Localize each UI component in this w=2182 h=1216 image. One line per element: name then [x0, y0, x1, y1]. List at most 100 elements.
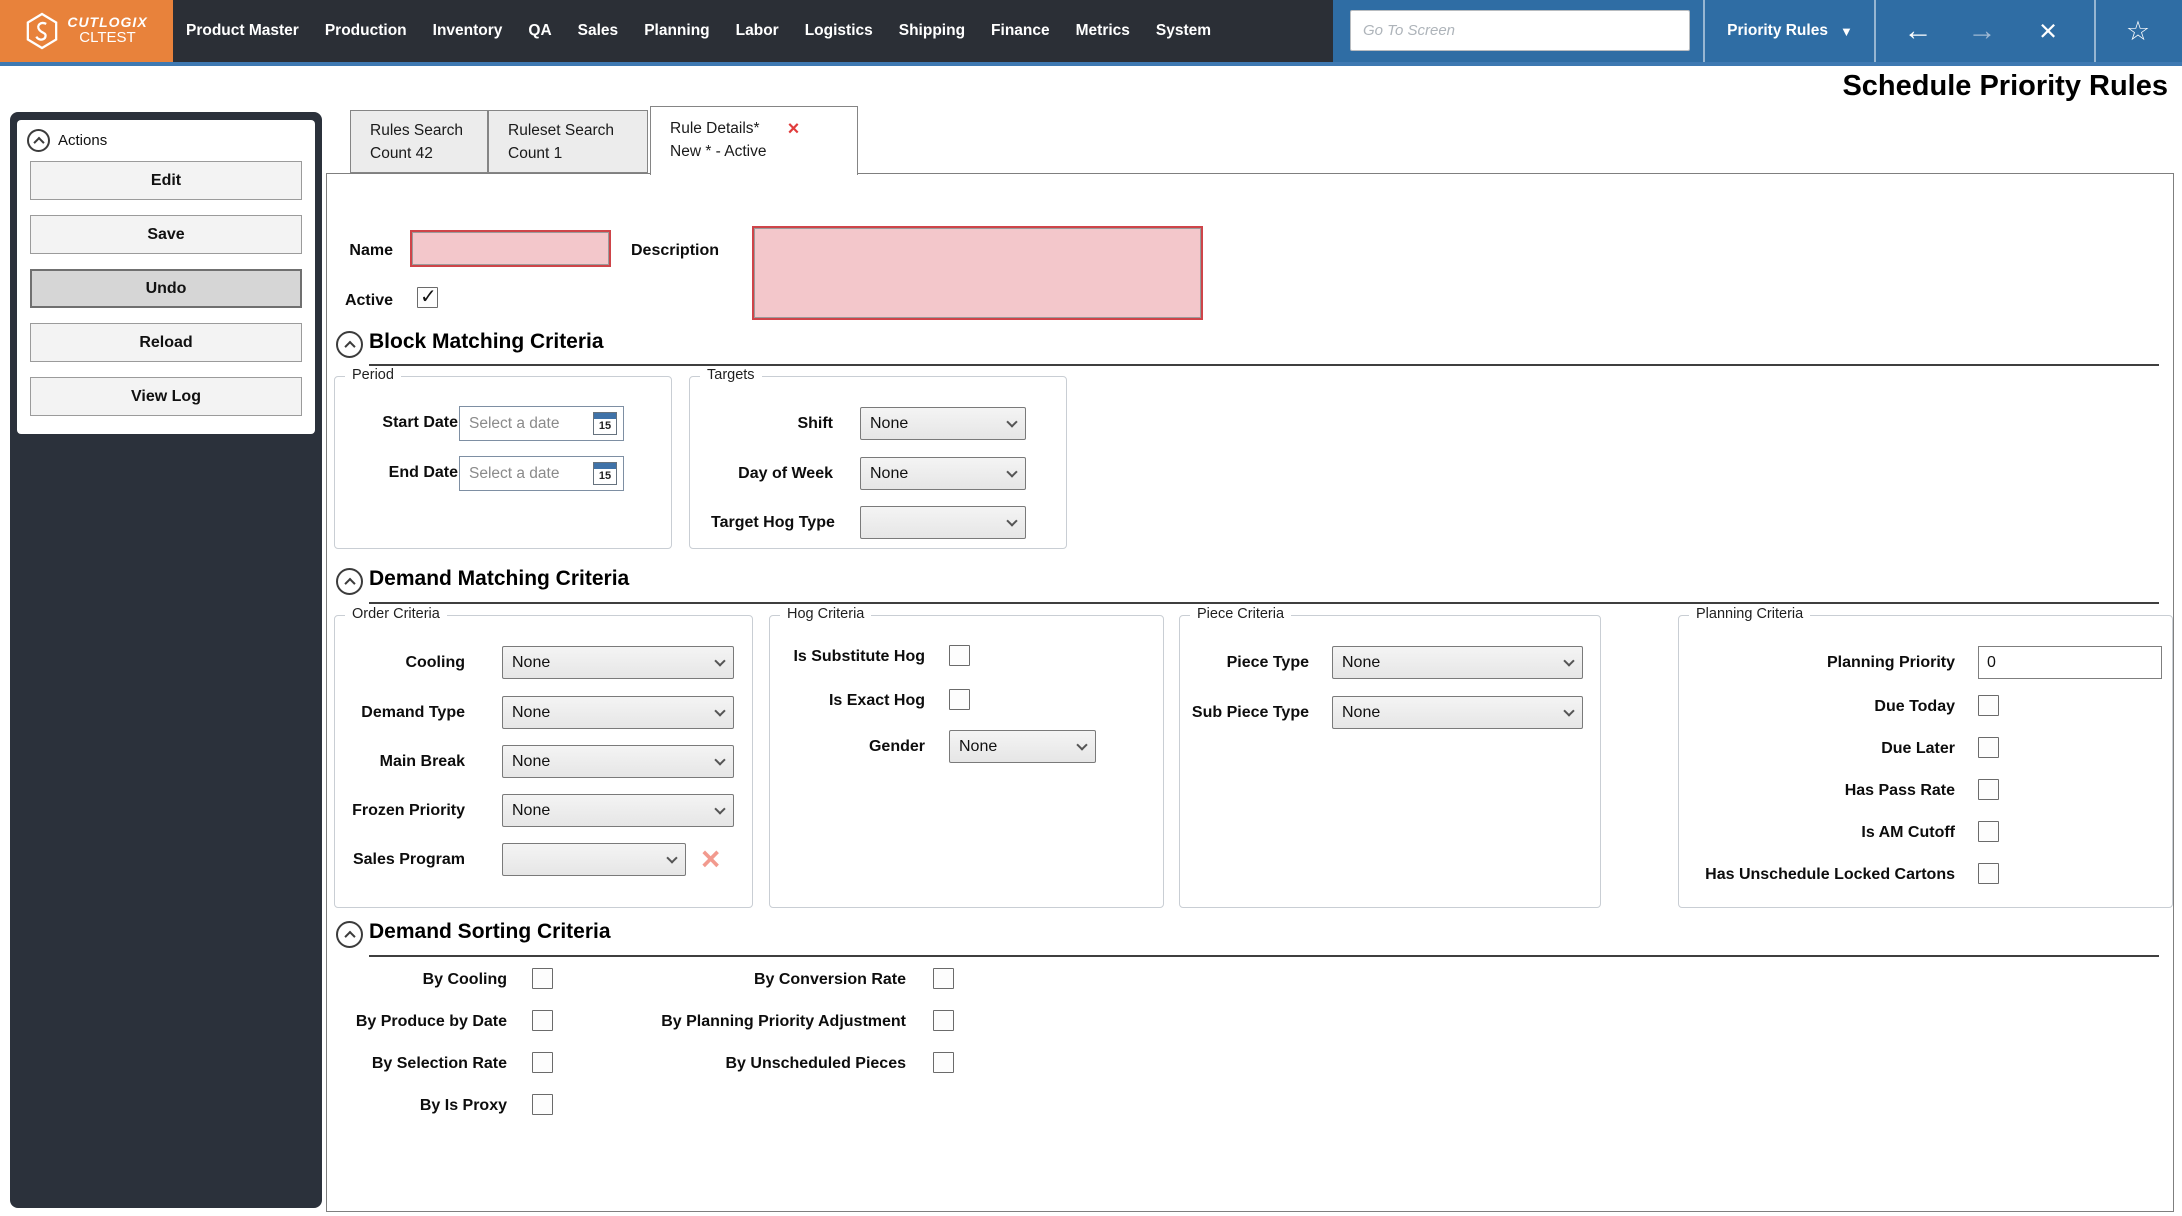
menu-item-planning[interactable]: Planning: [644, 22, 710, 39]
piece-type-dropdown[interactable]: None: [1332, 646, 1583, 679]
by-is-proxy-checkbox[interactable]: [532, 1094, 553, 1115]
calendar-icon[interactable]: 15: [593, 462, 617, 485]
end-date-label: End Date: [388, 464, 458, 481]
back-icon[interactable]: ←: [1903, 14, 1933, 47]
brand-text: CUTLOGIX CLTEST: [67, 14, 147, 47]
by-conversion-rate-checkbox[interactable]: [933, 968, 954, 989]
due-today-label: Due Today: [1874, 698, 1955, 715]
target-hog-type-dropdown[interactable]: [860, 506, 1026, 539]
menu-item-metrics[interactable]: Metrics: [1075, 22, 1130, 39]
name-input[interactable]: [410, 230, 611, 267]
chevron-down-icon: [1563, 704, 1575, 717]
chevron-down-icon: [714, 753, 726, 766]
tab-rules-search[interactable]: Rules Search Count 42: [350, 110, 488, 173]
piece-criteria-title: Piece Criteria: [1190, 606, 1292, 622]
menu-item-logistics[interactable]: Logistics: [804, 22, 873, 39]
dropdown-value: None: [1342, 653, 1381, 671]
main-menu: Product Master Production Inventory QA S…: [186, 0, 1211, 62]
frozen-priority-label: Frozen Priority: [352, 802, 465, 819]
has-unschedule-locked-cartons-checkbox[interactable]: [1978, 863, 1999, 884]
shift-dropdown[interactable]: None: [860, 407, 1026, 440]
section-underline: [369, 955, 2159, 957]
view-log-button[interactable]: View Log: [30, 377, 302, 416]
menu-item-shipping[interactable]: Shipping: [898, 22, 966, 39]
order-criteria-title: Order Criteria: [345, 606, 447, 622]
planning-priority-input[interactable]: [1978, 646, 2162, 679]
tab-title: Rules Search: [370, 122, 464, 139]
sub-piece-type-label: Sub Piece Type: [1191, 704, 1309, 721]
due-later-checkbox[interactable]: [1978, 737, 1999, 758]
actions-header: Actions: [17, 120, 315, 161]
collapse-block-matching-icon[interactable]: [336, 331, 363, 358]
tab-subtitle: New * - Active: [670, 143, 767, 161]
menu-item-inventory[interactable]: Inventory: [432, 22, 503, 39]
screen-selector-value: Priority Rules: [1727, 22, 1828, 39]
chevron-down-icon: [714, 802, 726, 815]
date-placeholder: Select a date: [469, 464, 560, 482]
has-unschedule-locked-cartons-label: Has Unschedule Locked Cartons: [1705, 866, 1955, 883]
calendar-icon[interactable]: 15: [593, 412, 617, 435]
by-cooling-checkbox[interactable]: [532, 968, 553, 989]
start-date-input[interactable]: Select a date 15: [459, 406, 624, 441]
tab-rule-details[interactable]: Rule Details* × New * - Active: [650, 106, 858, 175]
goto-screen-input[interactable]: [1350, 10, 1690, 51]
sales-program-label: Sales Program: [352, 851, 465, 868]
save-button[interactable]: Save: [30, 215, 302, 254]
reload-button[interactable]: Reload: [30, 323, 302, 362]
tab-ruleset-search[interactable]: Ruleset Search Count 1: [488, 110, 648, 173]
cooling-dropdown[interactable]: None: [502, 646, 734, 679]
dropdown-value: None: [870, 414, 909, 432]
menu-item-sales[interactable]: Sales: [577, 22, 619, 39]
collapse-demand-matching-icon[interactable]: [336, 568, 363, 595]
is-exact-hog-checkbox[interactable]: [949, 689, 970, 710]
due-today-checkbox[interactable]: [1978, 695, 1999, 716]
day-of-week-dropdown[interactable]: None: [860, 457, 1026, 490]
menu-item-production[interactable]: Production: [324, 22, 407, 39]
active-checkbox[interactable]: [417, 284, 438, 309]
is-substitute-hog-checkbox[interactable]: [949, 645, 970, 666]
by-cooling-label: By Cooling: [422, 971, 507, 988]
by-produce-by-date-checkbox[interactable]: [532, 1010, 553, 1031]
by-unscheduled-pieces-label: By Unscheduled Pieces: [725, 1055, 906, 1072]
chevron-down-icon: [1006, 514, 1018, 527]
frozen-priority-dropdown[interactable]: None: [502, 794, 734, 827]
clear-sales-program-icon[interactable]: ×: [701, 840, 721, 877]
screen-selector-dropdown[interactable]: Priority Rules ▼: [1715, 0, 1865, 62]
by-planning-priority-adjustment-label: By Planning Priority Adjustment: [661, 1013, 906, 1030]
main-break-dropdown[interactable]: None: [502, 745, 734, 778]
sales-program-dropdown[interactable]: [502, 843, 686, 876]
targets-group: Targets: [689, 367, 1067, 549]
favorite-star-icon[interactable]: ☆: [2125, 15, 2151, 46]
sub-piece-type-dropdown[interactable]: None: [1332, 696, 1583, 729]
menu-item-finance[interactable]: Finance: [991, 22, 1050, 39]
planning-criteria-group: Planning Criteria: [1678, 606, 2173, 908]
has-pass-rate-checkbox[interactable]: [1978, 779, 1999, 800]
demand-sorting-title: Demand Sorting Criteria: [369, 920, 611, 943]
close-tab-icon[interactable]: ×: [787, 117, 800, 140]
edit-button[interactable]: Edit: [30, 161, 302, 200]
collapse-actions-icon[interactable]: [27, 129, 50, 152]
by-selection-rate-checkbox[interactable]: [532, 1052, 553, 1073]
app-logo[interactable]: CUTLOGIX CLTEST: [0, 0, 173, 62]
has-pass-rate-label: Has Pass Rate: [1844, 782, 1955, 799]
demand-type-dropdown[interactable]: None: [502, 696, 734, 729]
is-am-cutoff-checkbox[interactable]: [1978, 821, 1999, 842]
close-screen-icon[interactable]: ×: [2038, 13, 2058, 48]
by-unscheduled-pieces-checkbox[interactable]: [933, 1052, 954, 1073]
by-selection-rate-label: By Selection Rate: [371, 1055, 507, 1072]
menu-item-qa[interactable]: QA: [528, 22, 552, 39]
undo-button[interactable]: Undo: [30, 269, 302, 308]
menu-item-system[interactable]: System: [1155, 22, 1212, 39]
end-date-input[interactable]: Select a date 15: [459, 456, 624, 491]
description-input[interactable]: [752, 226, 1203, 320]
gender-dropdown[interactable]: None: [949, 730, 1096, 763]
by-planning-priority-adjustment-checkbox[interactable]: [933, 1010, 954, 1031]
collapse-demand-sorting-icon[interactable]: [336, 921, 363, 948]
dropdown-value: None: [870, 464, 909, 482]
forward-icon[interactable]: →: [1967, 14, 1997, 47]
tab-subtitle: Count 42: [370, 145, 433, 163]
menu-item-product-master[interactable]: Product Master: [186, 22, 299, 39]
piece-criteria-group: Piece Criteria: [1179, 606, 1601, 908]
menu-item-labor[interactable]: Labor: [735, 22, 779, 39]
